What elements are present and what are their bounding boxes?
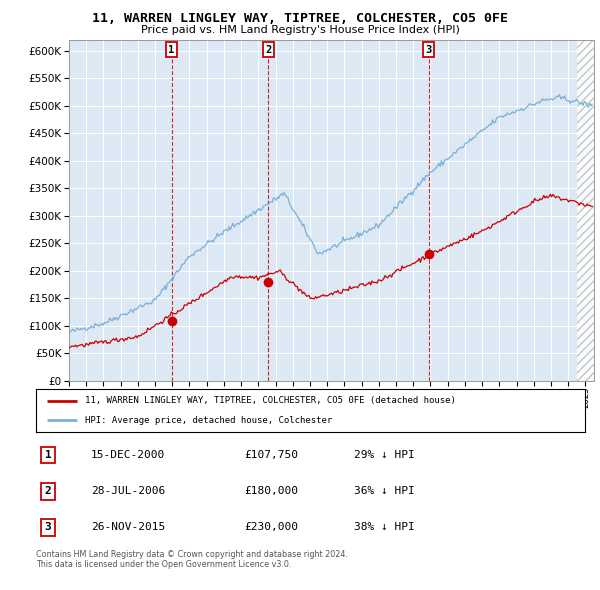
Text: 11, WARREN LINGLEY WAY, TIPTREE, COLCHESTER, CO5 0FE (detached house): 11, WARREN LINGLEY WAY, TIPTREE, COLCHES… [85,396,456,405]
Text: 1: 1 [45,450,52,460]
Text: 2: 2 [265,45,271,55]
Text: 3: 3 [45,522,52,532]
Text: 28-JUL-2006: 28-JUL-2006 [91,486,165,496]
Bar [577,40,594,381]
Text: 38% ↓ HPI: 38% ↓ HPI [355,522,415,532]
Text: Contains HM Land Registry data © Crown copyright and database right 2024.
This d: Contains HM Land Registry data © Crown c… [36,550,348,569]
Text: 2: 2 [45,486,52,496]
Text: 29% ↓ HPI: 29% ↓ HPI [355,450,415,460]
Text: 1: 1 [169,45,175,55]
Text: £180,000: £180,000 [245,486,299,496]
Text: £107,750: £107,750 [245,450,299,460]
Text: 11, WARREN LINGLEY WAY, TIPTREE, COLCHESTER, CO5 0FE: 11, WARREN LINGLEY WAY, TIPTREE, COLCHES… [92,12,508,25]
Text: 26-NOV-2015: 26-NOV-2015 [91,522,165,532]
Text: 15-DEC-2000: 15-DEC-2000 [91,450,165,460]
Text: Price paid vs. HM Land Registry's House Price Index (HPI): Price paid vs. HM Land Registry's House … [140,25,460,35]
Text: 3: 3 [425,45,432,55]
Text: £230,000: £230,000 [245,522,299,532]
Text: HPI: Average price, detached house, Colchester: HPI: Average price, detached house, Colc… [85,416,332,425]
Text: 36% ↓ HPI: 36% ↓ HPI [355,486,415,496]
